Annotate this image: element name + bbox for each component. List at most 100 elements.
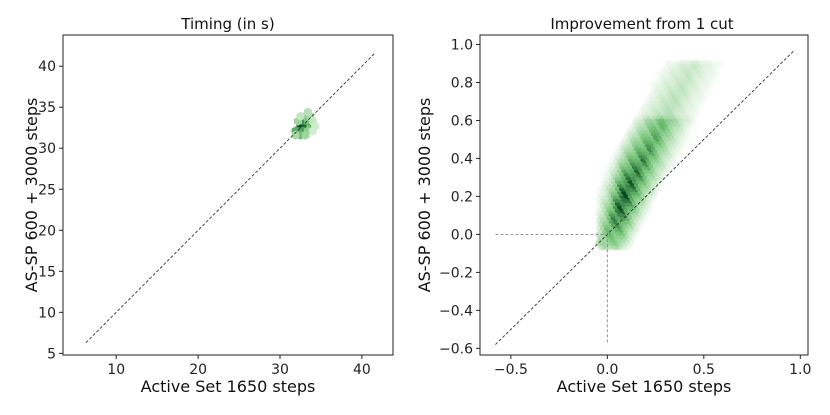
- improvement-hex-cell: [680, 106, 689, 117]
- improvement-hex-cell: [634, 114, 643, 124]
- improvement-hex-cell: [642, 99, 651, 109]
- improvement-hex-cell: [689, 70, 698, 80]
- improvement-hex-cell: [623, 241, 632, 251]
- improvement-hex-cell: [689, 92, 698, 102]
- improvement-hex-cell: [655, 106, 664, 117]
- improvement-hex-cell: [680, 63, 689, 73]
- timing-hexbin: [291, 107, 320, 140]
- improvement-hex-cell: [676, 77, 685, 88]
- improvement-hex-cell: [678, 74, 687, 84]
- improvement-hex-cell: [687, 74, 696, 84]
- improvement-y-tick-label: 0.8: [451, 75, 473, 91]
- improvement-hex-cell: [699, 66, 709, 77]
- improvement-hex-cell: [649, 190, 658, 200]
- improvement-hex-cell: [699, 81, 709, 91]
- improvement-hex-cell: [697, 85, 706, 95]
- improvement-hex-cell: [699, 74, 709, 84]
- improvement-hex-cell: [695, 74, 704, 84]
- improvement-hex-cell: [663, 70, 672, 80]
- improvement-hex-cell: [693, 77, 702, 88]
- improvement-hex-cell: [666, 139, 675, 149]
- improvement-hex-cell: [666, 81, 675, 91]
- improvement-hex-cell: [687, 88, 696, 98]
- improvement-hex-cell: [638, 106, 647, 117]
- improvement-hex-cell: [697, 77, 706, 88]
- improvement-hex-cell: [691, 110, 700, 120]
- improvement-hex-cell: [657, 81, 666, 91]
- improvement-hex-cell: [683, 81, 692, 91]
- improvement-hex-cell: [693, 106, 702, 117]
- timing-axes-frame: [62, 34, 394, 356]
- improvement-hex-cell: [678, 81, 687, 91]
- improvement-hex-cell: [706, 70, 715, 80]
- improvement-hex-cell: [661, 74, 670, 84]
- improvement-hex-cell: [693, 85, 702, 95]
- improvement-hex-cell: [659, 92, 668, 102]
- improvement-hex-cell: [678, 88, 687, 98]
- improvement-hex-cell: [661, 95, 670, 106]
- improvement-hex-cell: [632, 219, 641, 229]
- improvement-x-tick-label: 1.0: [789, 362, 811, 378]
- improvement-hex-cell: [661, 88, 670, 98]
- improvement-hex-cell: [676, 63, 685, 73]
- improvement-hex-cell: [655, 70, 664, 80]
- improvement-hex-cell: [699, 59, 709, 69]
- improvement-hex-cell: [604, 164, 613, 175]
- improvement-hex-cell: [685, 121, 694, 131]
- improvement-hex-cell: [683, 124, 692, 135]
- improvement-hex-cell: [595, 186, 605, 197]
- improvement-hex-cell: [604, 172, 613, 182]
- improvement-hex-cell: [663, 77, 672, 88]
- improvement-hex-cell: [672, 92, 681, 102]
- timing-panel: Timing (in s) 10 20 30 40 5 10 15 20 25 30 35 40 A…: [22, 15, 394, 396]
- improvement-y-tick-label: −0.4: [439, 303, 473, 319]
- improvement-hex-cell: [687, 103, 696, 113]
- improvement-hex-cell: [595, 201, 605, 211]
- improvement-panel: Improvement from 1 cut −0.5 0.0 0.5 1.0 −0.…: [415, 15, 811, 396]
- improvement-hex-cell: [663, 99, 672, 109]
- improvement-hex-cell: [704, 74, 713, 84]
- improvement-hex-cell: [661, 59, 670, 69]
- timing-x-tick-label: 40: [353, 362, 371, 378]
- improvement-hex-cell: [702, 85, 711, 95]
- improvement-hex-cell: [697, 92, 706, 102]
- improvement-hex-cell: [666, 154, 675, 164]
- improvement-hex-cell: [704, 66, 713, 77]
- improvement-hex-cell: [666, 59, 675, 69]
- timing-diagonal-line: [85, 53, 375, 344]
- improvement-hex-cell: [678, 59, 687, 69]
- improvement-hex-cell: [678, 66, 687, 77]
- improvement-hex-cell: [615, 146, 624, 157]
- improvement-hex-cell: [674, 103, 683, 113]
- improvement-hex-cell: [697, 70, 706, 80]
- improvement-hex-cell: [644, 95, 653, 106]
- improvement-hex-cell: [691, 66, 700, 77]
- improvement-hex-cell: [699, 88, 709, 98]
- improvement-hex-cell: [598, 183, 607, 193]
- improvement-hex-cell: [644, 190, 653, 200]
- improvement-hex-cell: [649, 103, 658, 113]
- improvement-hex-cell: [649, 81, 658, 91]
- improvement-hex-cell: [685, 77, 694, 88]
- improvement-hex-cell: [670, 81, 679, 91]
- improvement-hex-cell: [691, 103, 700, 113]
- improvement-hex-cell: [693, 99, 702, 109]
- timing-x-label: Active Set 1650 steps: [141, 377, 316, 396]
- timing-x-tick-label: 10: [107, 362, 125, 378]
- improvement-axes-frame: [479, 34, 809, 356]
- improvement-hex-cell: [685, 70, 694, 80]
- improvement-hex-cell: [676, 106, 685, 117]
- improvement-hex-cell: [636, 219, 645, 229]
- improvement-hex-cell: [683, 88, 692, 98]
- timing-y-tick-label: 5: [47, 346, 56, 362]
- improvement-hex-cell: [695, 88, 704, 98]
- improvement-hex-cell: [649, 110, 658, 120]
- improvement-hex-cell: [646, 92, 655, 102]
- improvement-hex-cell: [695, 59, 704, 69]
- improvement-hex-cell: [668, 70, 677, 80]
- improvement-hex-cell: [655, 99, 664, 109]
- improvement-hex-cell: [655, 164, 664, 175]
- improvement-y-tick-label: 0.0: [451, 227, 473, 243]
- improvement-x-ticks: −0.5 0.0 0.5 1.0: [494, 355, 811, 378]
- improvement-hex-cell: [680, 135, 689, 146]
